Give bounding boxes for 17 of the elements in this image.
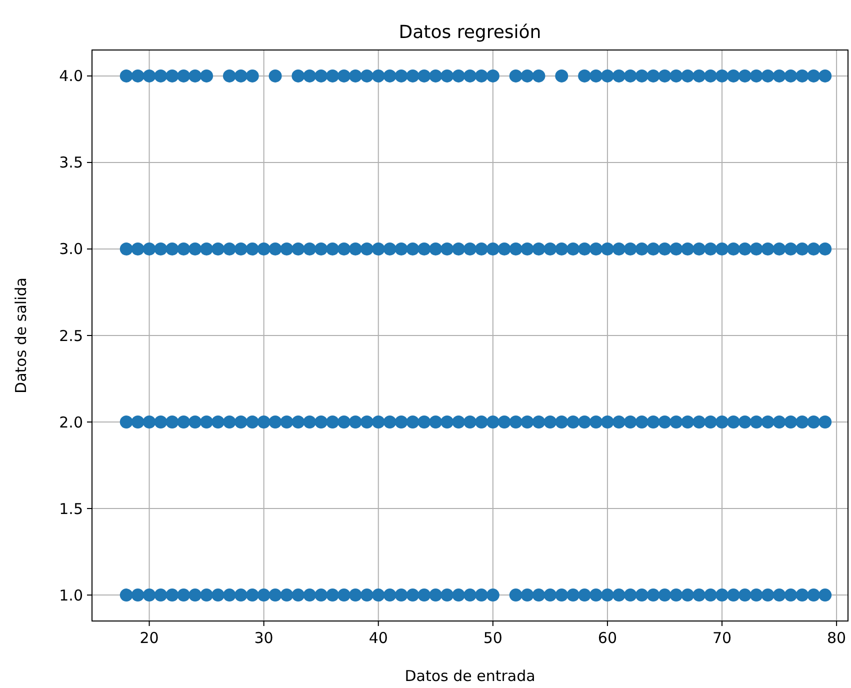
y-tick-label: 2.5	[59, 326, 83, 345]
y-tick-label: 2.0	[59, 413, 83, 432]
y-tick-label: 1.5	[59, 500, 83, 518]
y-tick-label: 1.0	[59, 586, 83, 604]
x-tick-label: 80	[827, 629, 846, 647]
x-tick-label: 60	[598, 629, 617, 647]
x-tick-label: 70	[712, 629, 732, 647]
x-tick-label: 30	[254, 629, 274, 647]
chart-title: Datos regresión	[398, 22, 542, 43]
x-tick-label: 20	[140, 629, 159, 647]
y-tick-label: 4.0	[59, 67, 83, 86]
y-tick-label: 3.0	[59, 240, 83, 258]
y-axis-title: Datos de salida	[12, 278, 30, 394]
x-tick-label: 40	[368, 629, 388, 647]
y-tick-label: 3.5	[59, 154, 83, 172]
x-tick-label: 50	[483, 629, 502, 647]
x-axis-title: Datos de entrada	[404, 667, 536, 685]
